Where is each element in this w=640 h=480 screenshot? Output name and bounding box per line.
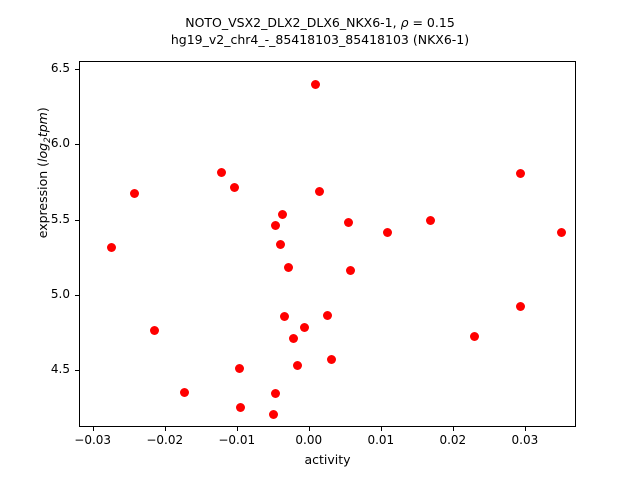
scatter-point [344, 217, 354, 227]
x-tick-label: −0.02 [146, 433, 184, 447]
scatter-point [280, 312, 290, 322]
y-tick-mark [75, 370, 79, 372]
x-tick-mark [236, 427, 238, 431]
scatter-point [271, 220, 281, 230]
scatter-point [383, 228, 393, 238]
x-tick-label: 0.03 [511, 433, 539, 447]
scatter-point [425, 216, 435, 225]
plot-area [79, 61, 576, 427]
chart-title-line-2: hg19_v2_chr4_-_85418103_85418103 (NKX6-1… [170, 32, 470, 47]
scatter-points-layer [80, 62, 575, 426]
scatter-point [557, 228, 567, 238]
x-tick-mark [308, 427, 310, 431]
y-tick-label: 4.5 [50, 362, 70, 377]
rho-value: = 0.15 [408, 15, 455, 30]
scatter-point [130, 188, 140, 198]
rho-symbol: ρ [400, 15, 409, 30]
y-tick-label: 5.0 [50, 286, 70, 301]
scatter-point [236, 402, 246, 412]
y-axis-label-tpm: tpm [35, 112, 51, 138]
scatter-point [107, 243, 117, 253]
y-tick-label: 6.5 [50, 60, 70, 75]
x-tick-label: 0.01 [367, 433, 395, 447]
chart-title: NOTO_VSX2_DLX2_DLX6_NKX6-1, ρ = 0.15 hg1… [0, 14, 640, 48]
y-axis-label-subscript: 2 [42, 137, 53, 143]
chart-title-line-1-prefix: NOTO_VSX2_DLX2_DLX6_NKX6-1, [185, 15, 401, 30]
y-axis-label: expression (log2tpm) [35, 43, 53, 303]
y-tick-mark [75, 68, 79, 70]
x-tick-label: 0.00 [295, 433, 323, 447]
y-axis-label-prefix: expression ( [35, 161, 51, 239]
x-tick-label: −0.03 [74, 433, 112, 447]
x-tick-mark [380, 427, 382, 431]
scatter-point [276, 240, 286, 250]
scatter-point [470, 332, 480, 342]
y-tick-label: 6.0 [50, 136, 70, 151]
scatter-point [516, 169, 526, 179]
x-tick-mark [524, 427, 526, 431]
x-tick-mark [92, 427, 94, 431]
scatter-point [217, 167, 227, 177]
scatter-point [515, 301, 525, 311]
scatter-point [326, 354, 336, 364]
scatter-point [284, 262, 294, 272]
y-tick-label: 5.5 [50, 211, 70, 226]
scatter-point [269, 410, 279, 420]
x-tick-mark [452, 427, 454, 431]
x-tick-mark [164, 427, 166, 431]
chart-title-line-1: NOTO_VSX2_DLX2_DLX6_NKX6-1, ρ = 0.15 [0, 14, 640, 31]
scatter-point [315, 187, 325, 197]
scatter-point [149, 326, 159, 335]
scatter-point [288, 333, 298, 343]
y-tick-mark [75, 294, 79, 296]
scatter-point [346, 265, 356, 275]
x-tick-label: 0.02 [439, 433, 467, 447]
scatter-point [235, 363, 245, 373]
scatter-point [323, 310, 333, 320]
x-axis-label: activity [304, 452, 351, 467]
x-tick-label: −0.01 [218, 433, 256, 447]
y-tick-mark [75, 144, 79, 146]
scatter-point [277, 209, 287, 219]
scatter-point [271, 389, 281, 399]
y-axis-label-log: log [35, 142, 51, 162]
y-tick-mark [75, 219, 79, 221]
scatter-point [293, 360, 303, 370]
scatter-point [229, 182, 239, 192]
y-axis-label-suffix: ) [35, 107, 51, 113]
scatter-point [311, 80, 321, 90]
scatter-point [299, 322, 309, 332]
scatter-point [179, 387, 189, 397]
